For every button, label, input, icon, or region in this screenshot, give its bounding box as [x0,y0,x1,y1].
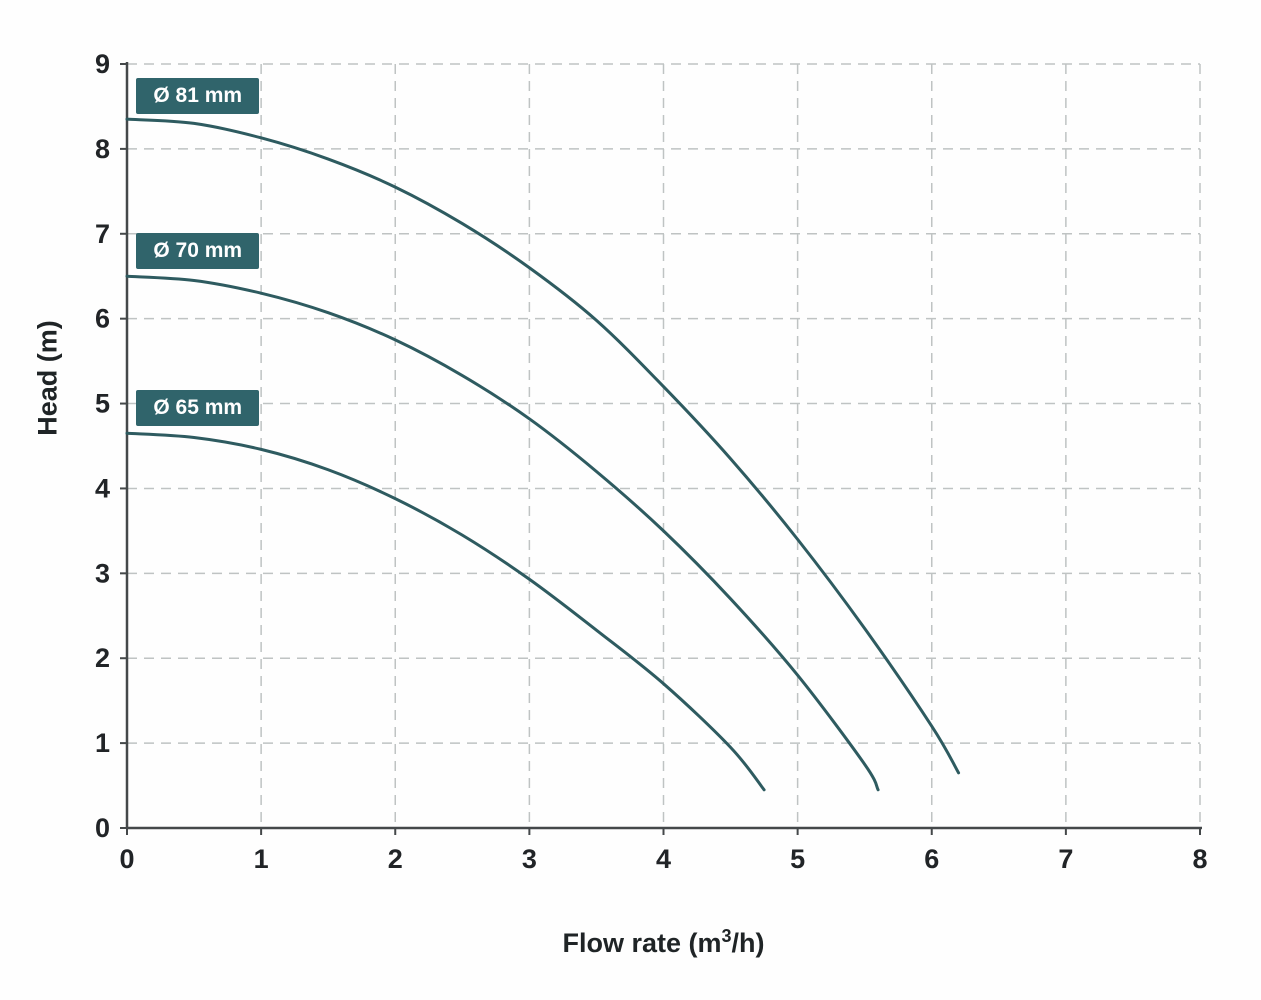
x-tick-label: 2 [388,844,403,874]
y-tick-label: 7 [95,219,110,249]
y-tick-label: 8 [95,134,110,164]
y-tick-label: 1 [95,728,110,758]
x-tick-label: 6 [924,844,939,874]
x-axis-title-text: Flow rate (m [562,928,722,958]
y-tick-label: 4 [95,473,110,503]
x-tick-label: 0 [119,844,134,874]
x-tick-label: 7 [1058,844,1073,874]
x-tick-label: 3 [522,844,537,874]
y-tick-label: 6 [95,304,110,334]
y-tick-label: 9 [95,49,110,79]
y-tick-label: 3 [95,558,110,588]
series-label: Ø 65 mm [136,389,260,426]
y-tick-label: 5 [95,389,110,419]
series-label: Ø 81 mm [136,78,260,115]
x-tick-label: 1 [254,844,269,874]
y-tick-label: 2 [95,643,110,673]
x-axis-title-sup: 3 [721,926,732,946]
x-tick-label: 4 [656,844,671,874]
x-axis-title-suffix: /h) [731,928,765,958]
y-tick-label: 0 [95,813,110,843]
pump-curve [125,431,766,792]
x-tick-label: 5 [790,844,805,874]
y-axis-title: Head (m) [32,320,63,436]
pump-curve [125,117,961,775]
pump-curve [125,274,880,792]
series-label: Ø 70 mm [136,232,260,269]
x-axis-title: Flow rate (m3/h) [127,926,1200,959]
x-tick-label: 8 [1192,844,1207,874]
